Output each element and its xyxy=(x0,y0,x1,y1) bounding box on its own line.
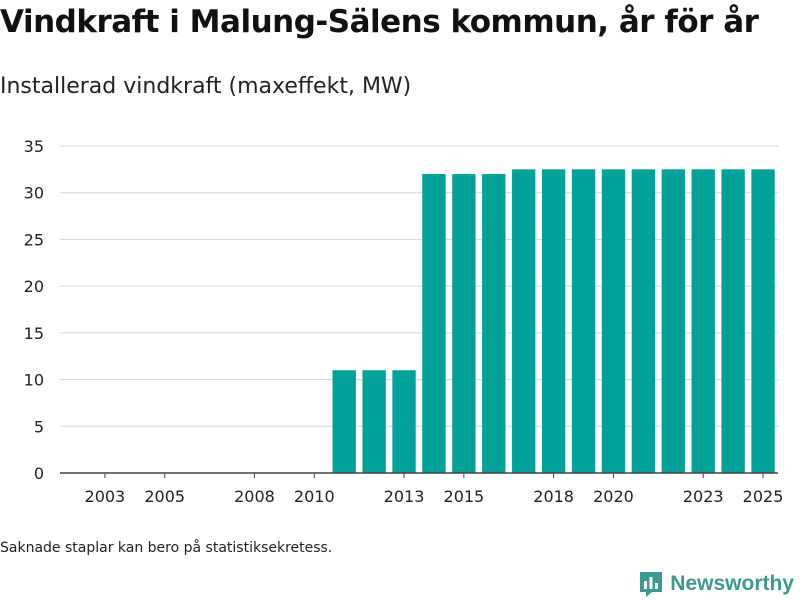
bar-2014 xyxy=(422,174,446,473)
bar-2021 xyxy=(631,169,656,473)
bars xyxy=(332,169,775,473)
bar-2016 xyxy=(482,174,506,473)
y-tick-label: 5 xyxy=(34,417,44,436)
x-tick-label: 2023 xyxy=(683,487,724,506)
y-tick-label: 20 xyxy=(24,277,44,296)
bar-2024 xyxy=(721,169,745,473)
chart-subtitle: Installerad vindkraft (maxeffekt, MW) xyxy=(0,74,412,99)
bar-2012 xyxy=(362,370,386,473)
x-tick-label: 2010 xyxy=(294,487,335,506)
y-tick-label: 30 xyxy=(24,184,44,203)
bar-2018 xyxy=(541,169,566,473)
bar-2017 xyxy=(512,169,536,473)
brand-name: Newsworthy xyxy=(670,572,794,595)
x-tick-label: 2013 xyxy=(384,487,425,506)
chart-title: Vindkraft i Malung-Sälens kommun, år för… xyxy=(0,4,759,40)
y-tick-label: 35 xyxy=(24,137,44,156)
y-tick-label: 0 xyxy=(34,464,44,483)
bar-2015 xyxy=(452,174,476,473)
y-tick-label: 15 xyxy=(24,324,44,343)
bar-2011 xyxy=(332,370,356,473)
x-tick-label: 2005 xyxy=(144,487,185,506)
x-tick-label: 2018 xyxy=(533,487,574,506)
x-axis-ticks: 2003 2005 2008 2010 2013 2015 2018 2020 2023 2025 xyxy=(85,473,784,506)
x-tick-label: 2015 xyxy=(444,487,485,506)
x-tick-label: 2008 xyxy=(234,487,275,506)
bar-2019 xyxy=(571,169,596,473)
bar-2025 xyxy=(751,169,775,473)
footnote: Saknade staplar kan bero på statistiksek… xyxy=(0,540,333,556)
bar-2020 xyxy=(601,169,626,473)
x-tick-label: 2020 xyxy=(593,487,634,506)
bar-2023 xyxy=(691,169,715,473)
newsworthy-logo-icon xyxy=(640,572,663,597)
gridlines xyxy=(60,145,778,427)
bar-2022 xyxy=(661,169,685,473)
bar-2013 xyxy=(392,370,416,473)
y-tick-label: 10 xyxy=(24,371,44,390)
x-tick-label: 2025 xyxy=(743,487,784,506)
x-tick-label: 2003 xyxy=(85,487,126,506)
y-axis-ticks: 0 5 10 15 20 25 30 35 xyxy=(24,137,44,483)
brand-logo: Newsworthy xyxy=(638,570,794,598)
y-tick-label: 25 xyxy=(24,230,44,249)
